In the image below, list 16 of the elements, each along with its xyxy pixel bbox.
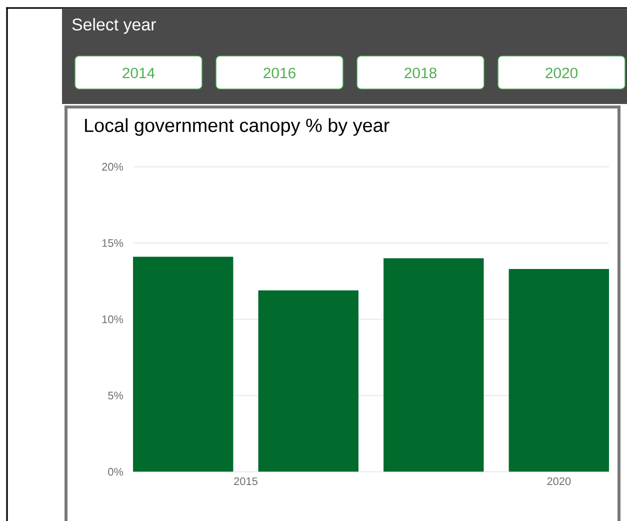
text: 2018 [404, 68, 436, 78]
text: 2016 [264, 68, 296, 78]
y-tick-label: 15% [102, 239, 124, 247]
bar [384, 258, 484, 472]
bar [133, 256, 234, 472]
bar [258, 290, 358, 472]
bar [508, 268, 610, 472]
chart-title: Local government canopy % by year [85, 118, 390, 136]
y-tick-label: 5% [108, 392, 124, 400]
text: 2020 [546, 68, 578, 78]
x-tick-label: 2015 [234, 477, 258, 486]
y-tick-label: 20% [102, 162, 124, 171]
y-tick-label: 10% [102, 315, 124, 324]
text: Select year [72, 18, 156, 34]
y-tick-label: 0% [108, 468, 124, 476]
text: 2014 [122, 68, 155, 78]
